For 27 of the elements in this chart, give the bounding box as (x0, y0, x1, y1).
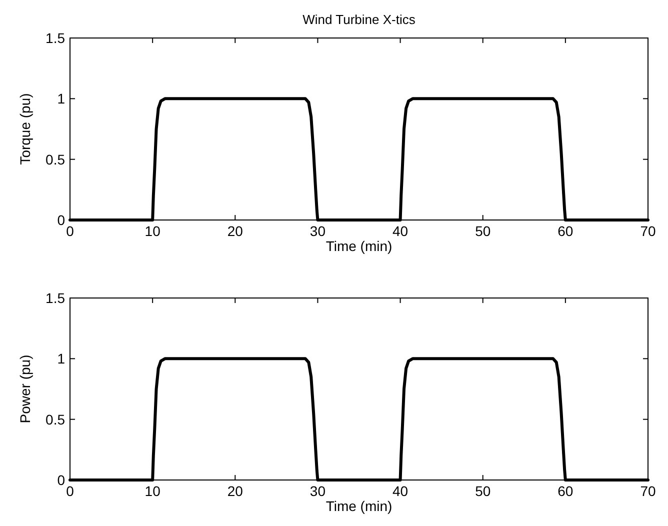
y-tick-label: 1.5 (46, 30, 66, 46)
x-tick-label: 70 (640, 483, 656, 499)
x-tick-label: 10 (144, 483, 161, 499)
y-tick-label: 0.5 (46, 411, 66, 428)
x-tick-label: 10 (144, 223, 161, 239)
y-tick-label: 1 (57, 350, 66, 367)
x-tick-label: 70 (640, 223, 656, 239)
x-tick-label: 50 (475, 483, 491, 499)
x-tick-label: 30 (310, 483, 326, 499)
x-tick-label: 40 (392, 223, 408, 239)
y-tick-label: 1.5 (46, 290, 66, 306)
x-tick-label: 50 (475, 223, 491, 239)
x-tick-label: 40 (392, 483, 408, 499)
x-axis-title: Time (min) (326, 238, 392, 254)
x-tick-label: 60 (558, 223, 574, 239)
x-tick-label: 30 (310, 223, 326, 239)
y-tick-label: 0 (57, 472, 66, 488)
chart-title: Wind Turbine X-tics (302, 12, 416, 27)
x-tick-label: 20 (227, 223, 244, 239)
y-tick-label: 0.5 (46, 151, 66, 168)
x-axis-title: Time (min) (326, 498, 392, 514)
y-axis-title: Torque (pu) (17, 93, 33, 165)
y-tick-label: 0 (57, 212, 66, 228)
y-tick-label: 1 (57, 90, 66, 107)
y-axis-title: Power (pu) (17, 354, 33, 424)
x-tick-label: 60 (558, 483, 574, 499)
x-tick-label: 20 (227, 483, 244, 499)
